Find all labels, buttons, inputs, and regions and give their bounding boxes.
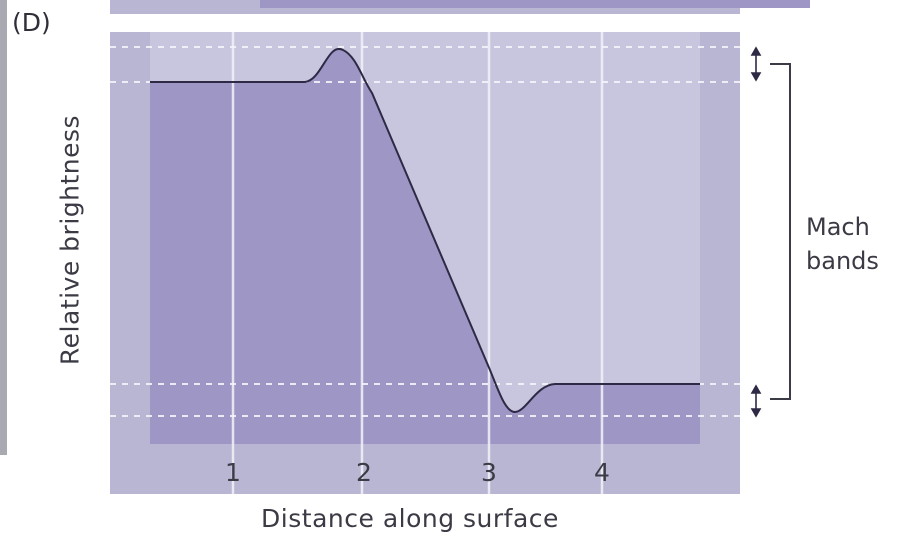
brightness-fill — [150, 48, 700, 445]
panel-label: (D) — [12, 8, 51, 37]
left-edge-strip — [0, 0, 7, 455]
y-axis-label: Relative brightness — [55, 114, 85, 366]
x-tick-4: 4 — [594, 458, 610, 487]
dashed-reference-lines — [110, 46, 740, 417]
lower-band-arrow — [750, 384, 762, 418]
x-tick-3: 3 — [481, 458, 497, 487]
x-tick-2: 2 — [356, 458, 372, 487]
upper-band-arrow — [750, 46, 762, 82]
previous-panel-fragment — [110, 0, 810, 14]
brightness-curve — [150, 47, 700, 414]
previous-panel-bar — [260, 0, 810, 8]
mach-bands-line-1: Mach — [806, 213, 870, 241]
mach-band-bracket — [770, 63, 791, 400]
mach-bands-line-2: bands — [806, 247, 879, 275]
x-tick-1: 1 — [225, 458, 241, 487]
x-axis-label: Distance along surface — [261, 504, 559, 533]
mach-bands-annotation: Mach bands — [806, 210, 879, 278]
